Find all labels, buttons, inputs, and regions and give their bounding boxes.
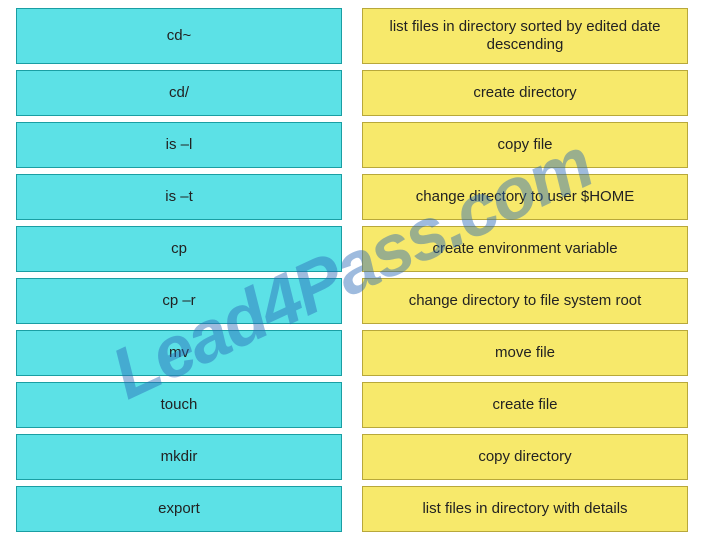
description-cell[interactable]: copy file xyxy=(362,122,688,168)
description-label: list files in directory with details xyxy=(422,500,627,518)
description-cell[interactable]: change directory to user $HOME xyxy=(362,174,688,220)
command-label: export xyxy=(158,500,200,518)
descriptions-column: list files in directory sorted by edited… xyxy=(362,8,688,529)
command-cell[interactable]: cp –r xyxy=(16,278,342,324)
description-label: change directory to file system root xyxy=(409,292,642,310)
description-label: list files in directory sorted by edited… xyxy=(371,18,679,54)
description-cell[interactable]: change directory to file system root xyxy=(362,278,688,324)
command-cell[interactable]: cp xyxy=(16,226,342,272)
description-label: change directory to user $HOME xyxy=(416,188,634,206)
description-label: create environment variable xyxy=(432,240,617,258)
command-cell[interactable]: export xyxy=(16,486,342,532)
matching-grid: cd~ cd/ is –l is –t cp cp –r mv touch mk… xyxy=(0,0,704,537)
command-label: is –l xyxy=(166,136,193,154)
command-label: cd/ xyxy=(169,84,189,102)
command-label: cp –r xyxy=(162,292,195,310)
command-cell[interactable]: cd~ xyxy=(16,8,342,64)
description-cell[interactable]: create directory xyxy=(362,70,688,116)
description-cell[interactable]: create environment variable xyxy=(362,226,688,272)
description-label: move file xyxy=(495,344,555,362)
command-cell[interactable]: mv xyxy=(16,330,342,376)
description-label: create file xyxy=(492,396,557,414)
command-label: mv xyxy=(169,344,189,362)
command-label: cp xyxy=(171,240,187,258)
description-cell[interactable]: list files in directory sorted by edited… xyxy=(362,8,688,64)
command-label: cd~ xyxy=(167,27,192,45)
command-label: mkdir xyxy=(161,448,198,466)
command-cell[interactable]: is –l xyxy=(16,122,342,168)
command-label: is –t xyxy=(165,188,193,206)
description-cell[interactable]: copy directory xyxy=(362,434,688,480)
command-cell[interactable]: touch xyxy=(16,382,342,428)
command-cell[interactable]: cd/ xyxy=(16,70,342,116)
description-label: create directory xyxy=(473,84,576,102)
command-cell[interactable]: mkdir xyxy=(16,434,342,480)
commands-column: cd~ cd/ is –l is –t cp cp –r mv touch mk… xyxy=(16,8,342,529)
description-cell[interactable]: create file xyxy=(362,382,688,428)
command-label: touch xyxy=(161,396,198,414)
description-cell[interactable]: list files in directory with details xyxy=(362,486,688,532)
description-cell[interactable]: move file xyxy=(362,330,688,376)
description-label: copy file xyxy=(497,136,552,154)
command-cell[interactable]: is –t xyxy=(16,174,342,220)
description-label: copy directory xyxy=(478,448,571,466)
